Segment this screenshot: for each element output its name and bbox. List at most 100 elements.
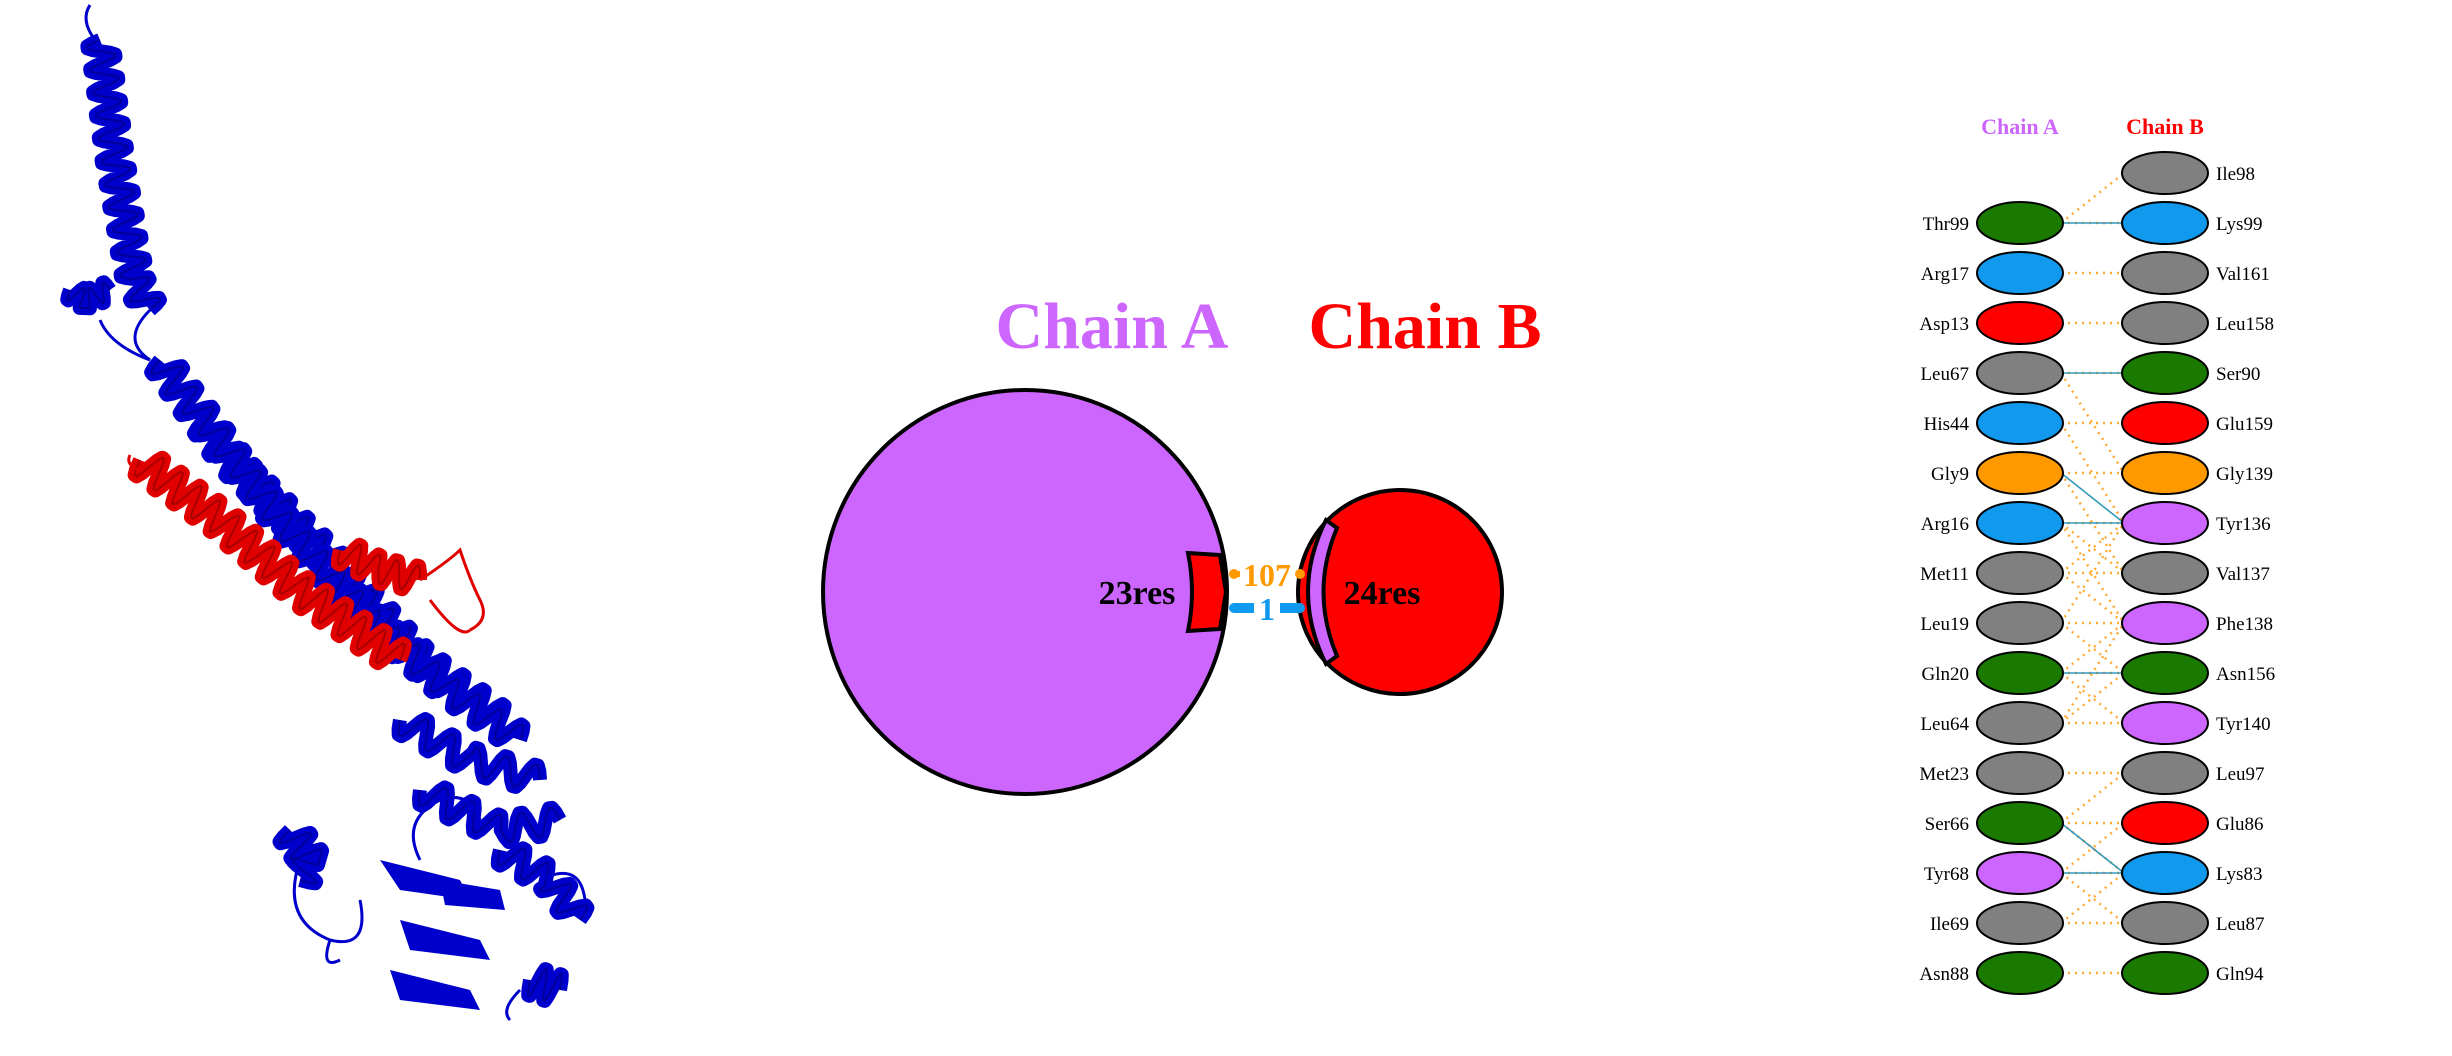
chain-a-title: Chain A (996, 290, 1229, 363)
hbond-line (2060, 822, 2125, 874)
chain-a-ribbon (60, 4, 595, 1022)
chain-b-coil (428, 599, 472, 634)
chain-a-helix-outline (66, 281, 111, 310)
chain-a-residue-node (1976, 201, 2064, 245)
chain-a-helix (391, 712, 547, 794)
chain-a-residue-node (1976, 351, 2064, 395)
chain-a-coil (84, 4, 97, 41)
chain-b-residue-node (2121, 851, 2209, 895)
chain-a-helix-outline (278, 829, 324, 885)
chain-a-residue-label: Asn88 (1919, 964, 1969, 985)
contact-line (2060, 872, 2125, 924)
hbond-line (2060, 472, 2125, 524)
chain-b-residue-label: Val161 (2216, 264, 2270, 285)
chain-a-sheet (400, 920, 490, 960)
hbonds-label-bg (1254, 592, 1280, 624)
chain-b-residue-node (2121, 201, 2209, 245)
chain-b-residue-node (2121, 901, 2209, 945)
chain-a-coil (539, 871, 587, 901)
contact-line (2059, 622, 2126, 724)
chain-b-residue-node (2121, 601, 2209, 645)
contact-line (2060, 622, 2125, 674)
chain-a-interface-patch (1185, 550, 1229, 634)
chain-b-residue-label: Gln94 (2216, 964, 2264, 985)
chain-b-helix-outline (133, 456, 407, 665)
contacts-link-dot-right (1295, 569, 1305, 579)
chain-b-residue-node (2121, 701, 2209, 745)
chain-a-residue-label: Ser66 (1925, 814, 1969, 835)
chain-a-residue-label: Arg17 (1921, 264, 1969, 285)
chain-b-residue-label: Lys99 (2216, 214, 2262, 235)
chain-summary-diagram: Chain A Chain B 107 1 23res 24res (821, 290, 1542, 796)
residue-nodes: Thr99 Arg17 Asp13 Leu67 His44 Gly9 Arg16 Met11 L… (1919, 151, 2275, 995)
chain-b-helix (127, 450, 412, 671)
chain-a-residue-node (1976, 701, 2064, 745)
chain-b-residue-label: Glu86 (2216, 814, 2264, 835)
chain-b-ribbon (127, 450, 485, 671)
chain-b-residue-node (2121, 351, 2209, 395)
contact-line (2060, 672, 2125, 724)
contact-line (2060, 522, 2125, 574)
chain-a-helix-outline (181, 399, 525, 742)
chain-b-interface-patch (1306, 516, 1340, 668)
contact-line (2059, 372, 2126, 474)
chain-a-residue-node (1976, 951, 2064, 995)
chain-a-residue-label: Ile69 (1930, 914, 1969, 935)
residue-interaction-map: Chain A Chain B Thr99 Arg17 Asp13 Leu67 His4… (1919, 114, 2275, 995)
chain-a-residue-node (1976, 651, 2064, 695)
chain-a-coil (411, 796, 482, 861)
chain-b-helix-outline (336, 543, 421, 591)
contact-line (2059, 422, 2126, 524)
chain-a-helix-outline (527, 967, 563, 1003)
contact-line (2059, 522, 2126, 624)
chain-b-residue-label: Val137 (2216, 564, 2270, 585)
interaction-lines (2059, 172, 2126, 975)
chain-a-residue-label: Tyr68 (1924, 864, 1969, 885)
chain-a-residue-node (1976, 251, 2064, 295)
contacts-label-bg (1243, 556, 1291, 590)
chain-a-sheet (390, 970, 480, 1010)
chain-b-residue-node (2121, 401, 2209, 445)
chain-a-helix (412, 780, 567, 849)
chain-b-circle (1296, 488, 1504, 696)
chain-a-helix-outline (397, 717, 541, 789)
chain-b-residue-label: Asn156 (2216, 664, 2275, 685)
chain-b-coil (419, 547, 485, 632)
chain-b-residue-label: Phe138 (2216, 614, 2273, 635)
chain-a-residue-label: Leu67 (1920, 364, 1969, 385)
chain-b-helix (330, 537, 427, 597)
contact-line (2059, 472, 2126, 574)
chain-b-coil (127, 454, 141, 472)
chain-a-residue-label: Leu19 (1920, 614, 1969, 635)
chain-b-residue-node (2121, 951, 2209, 995)
contact-line (2060, 622, 2125, 674)
chain-b-residue-node (2121, 301, 2209, 345)
chain-b-residue-label: Tyr136 (2216, 514, 2271, 535)
chain-b-residue-label: Tyr140 (2216, 714, 2271, 735)
contacts-link-dot-left (1229, 569, 1239, 579)
chain-a-residue-node (1976, 851, 2064, 895)
chain-a-residue-count: 23res (1099, 575, 1176, 612)
chain-b-residue-node (2121, 801, 2209, 845)
chain-b-title: Chain B (1309, 290, 1542, 363)
contact-line (2060, 872, 2125, 924)
chain-a-residue-label: Arg16 (1921, 514, 1969, 535)
chain-a-helix-outline (417, 786, 561, 844)
chain-b-residue-node (2121, 651, 2209, 695)
chain-b-residue-label: Lys83 (2216, 864, 2262, 885)
contact-line (2059, 522, 2126, 624)
chain-b-residue-label: Leu87 (2216, 914, 2265, 935)
contacts-count: 107 (1243, 557, 1291, 593)
chain-b-residue-node (2121, 751, 2209, 795)
contact-line (2060, 522, 2125, 574)
hbonds-count: 1 (1259, 591, 1275, 627)
chain-a-helix (521, 962, 569, 1008)
chain-b-residue-node (2121, 501, 2209, 545)
chain-b-residue-label: Ile98 (2216, 164, 2255, 185)
chain-a-helix (175, 395, 531, 748)
contact-line (2060, 572, 2125, 624)
chain-a-residue-label: Met11 (1920, 564, 1969, 585)
map-header-chain-b: Chain B (2126, 114, 2204, 139)
chain-a-helix-outline (86, 39, 162, 311)
